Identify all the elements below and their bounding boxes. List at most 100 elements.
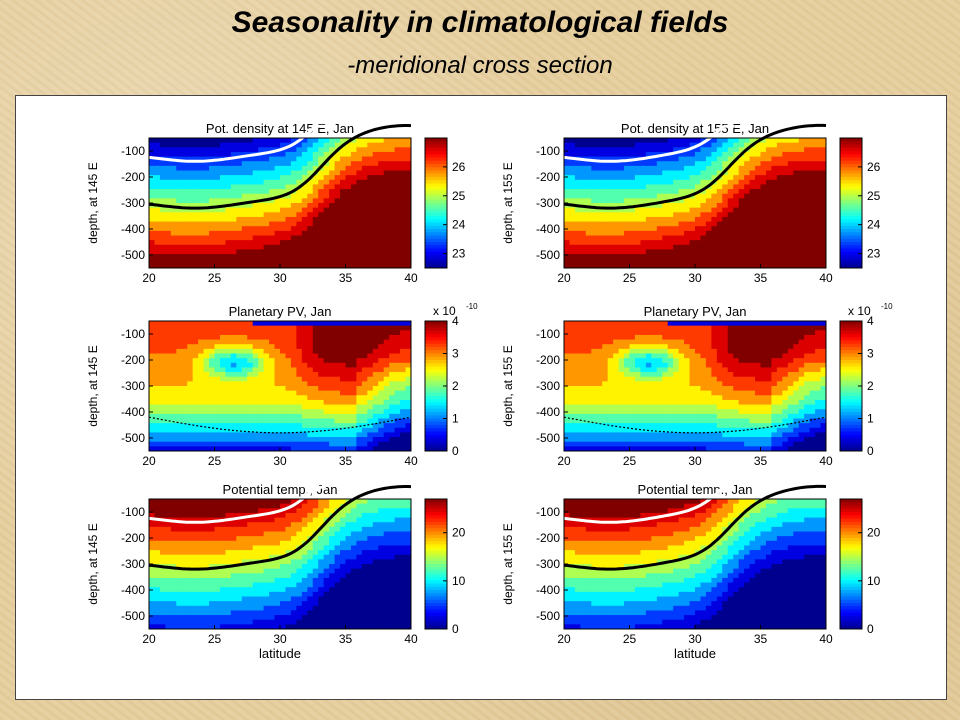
heatmap-cell — [247, 395, 254, 401]
heatmap-cell — [618, 263, 625, 269]
heatmap-cell — [765, 207, 772, 213]
heatmap-cell — [296, 216, 303, 222]
heatmap-cell — [678, 362, 685, 368]
heatmap-cell — [716, 254, 723, 260]
heatmap-cell — [345, 395, 352, 401]
heatmap-cell — [585, 348, 592, 354]
heatmap-cell — [613, 395, 619, 401]
heatmap-cell — [350, 390, 357, 396]
heatmap-cell — [214, 376, 221, 382]
heatmap-cell — [165, 441, 172, 447]
heatmap-cell — [689, 156, 696, 162]
heatmap-cell — [170, 399, 177, 405]
heatmap-cell — [580, 175, 587, 181]
heatmap-cell — [214, 334, 221, 340]
heatmap-cell — [154, 151, 161, 157]
heatmap-cell — [711, 230, 718, 236]
heatmap-cell — [323, 381, 330, 387]
heatmap-cell — [159, 151, 166, 157]
heatmap-cell — [613, 189, 619, 195]
heatmap-cell — [154, 263, 161, 269]
heatmap-cell — [241, 353, 248, 359]
heatmap-cell — [645, 362, 652, 368]
heatmap-cell — [356, 240, 363, 246]
heatmap-cell — [323, 330, 330, 336]
heatmap-cell — [394, 367, 401, 373]
heatmap-cell — [247, 381, 254, 387]
heatmap-cell — [678, 138, 685, 144]
heatmap-cell — [181, 437, 188, 443]
heatmap-cell — [793, 203, 800, 209]
heatmap-cell — [394, 344, 401, 350]
heatmap-cell — [667, 409, 674, 415]
heatmap-cell — [296, 395, 303, 401]
heatmap-cell — [564, 376, 570, 382]
heatmap-cell — [607, 156, 614, 162]
heatmap-cell — [258, 249, 265, 255]
heatmap-cell — [296, 358, 303, 364]
heatmap-cell — [684, 142, 690, 148]
heatmap-cell — [613, 367, 619, 373]
heatmap-cell — [258, 165, 265, 171]
heatmap-cell — [673, 170, 680, 176]
heatmap-cell — [312, 376, 319, 382]
heatmap-cell — [192, 376, 199, 382]
heatmap-cell — [372, 404, 379, 410]
heatmap-cell — [602, 249, 609, 255]
heatmap-cell — [159, 348, 166, 354]
heatmap-cell — [334, 226, 341, 232]
heatmap-cell — [695, 138, 701, 144]
heatmap-cell — [252, 437, 259, 443]
heatmap-cell — [334, 427, 341, 433]
heatmap-cell — [684, 258, 690, 264]
heatmap-cell — [656, 446, 663, 452]
heatmap-cell — [378, 240, 385, 246]
heatmap-cell — [673, 207, 680, 213]
heatmap-cell — [340, 390, 346, 396]
heatmap-cell — [656, 386, 663, 392]
heatmap-cell — [252, 446, 259, 452]
heatmap-cell — [574, 221, 581, 227]
heatmap-cell — [312, 446, 319, 452]
heatmap-cell — [329, 367, 335, 373]
heatmap-cell — [263, 390, 270, 396]
heatmap-cell — [290, 221, 297, 227]
heatmap-cell — [367, 446, 374, 452]
heatmap-cell — [394, 334, 401, 340]
heatmap-cell — [236, 161, 243, 167]
heatmap-cell — [312, 142, 319, 148]
heatmap-cell — [192, 330, 199, 336]
heatmap-cell — [651, 212, 658, 218]
heatmap-cell — [716, 138, 723, 144]
heatmap-cell — [225, 193, 232, 199]
heatmap-cell — [711, 207, 718, 213]
heatmap-cell — [678, 254, 685, 260]
heatmap-cell — [705, 230, 712, 236]
heatmap-cell — [760, 254, 767, 260]
heatmap-cell — [301, 372, 308, 378]
heatmap-cell — [613, 184, 619, 190]
heatmap-cell — [312, 395, 319, 401]
heatmap-cell — [176, 413, 183, 419]
heatmap-cell — [209, 358, 215, 364]
heatmap-cell — [247, 386, 254, 392]
heatmap-cell — [345, 203, 352, 209]
heatmap-cell — [645, 189, 652, 195]
heatmap-cell — [678, 198, 685, 204]
heatmap-cell — [301, 390, 308, 396]
heatmap-cell — [776, 193, 783, 199]
heatmap-cell — [252, 258, 259, 264]
heatmap-cell — [389, 151, 396, 157]
figure-svg: Pot. density at 145 E, Jan-100-200-300-4… — [86, 121, 893, 661]
heatmap-cell — [263, 235, 270, 241]
heatmap-cell — [656, 372, 663, 378]
heatmap-cell — [585, 325, 592, 331]
heatmap-cell — [809, 193, 816, 199]
heatmap-cell — [165, 413, 172, 419]
heatmap-cell — [771, 189, 778, 195]
outcrop-line — [563, 124, 735, 163]
heatmap-cell — [705, 193, 712, 199]
heatmap-cell — [187, 189, 194, 195]
heatmap-cell — [662, 446, 669, 452]
heatmap-cell — [771, 230, 778, 236]
